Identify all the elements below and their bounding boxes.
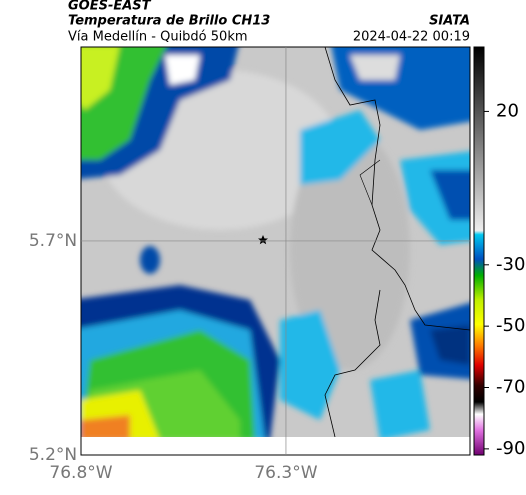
timestamp: 2024-04-22 00:19 bbox=[353, 30, 470, 45]
plot-frame bbox=[80, 46, 471, 456]
colorbar bbox=[473, 46, 485, 456]
colorbar-tick-label: -70 bbox=[496, 377, 525, 398]
source: SIATA bbox=[429, 14, 470, 29]
colorbar-tick-label: -90 bbox=[496, 438, 525, 459]
colorbar-tick-label: -50 bbox=[496, 315, 525, 336]
route: Vía Medellín - Quibdó 50km bbox=[68, 30, 248, 45]
title: GOES-EAST bbox=[68, 0, 152, 14]
satellite-image bbox=[81, 47, 470, 437]
x-tick-label: 76.8°W bbox=[49, 463, 112, 483]
colorbar-tick-label: -30 bbox=[496, 254, 525, 275]
y-tick-label: 5.7°N bbox=[29, 231, 77, 251]
star-marker bbox=[258, 235, 268, 245]
colorbar-tick-label: 20 bbox=[496, 100, 519, 121]
subtitle: Temperatura de Brillo CH13 bbox=[68, 14, 270, 29]
y-tick-label: 5.2°N bbox=[29, 445, 77, 465]
x-tick-label: 76.3°W bbox=[254, 463, 317, 483]
